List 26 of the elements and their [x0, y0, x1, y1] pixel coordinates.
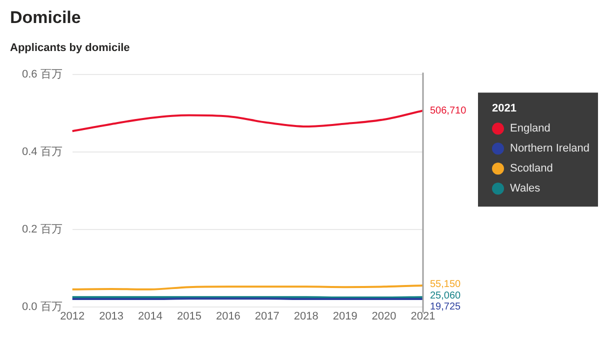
legend-title: 2021 [492, 102, 516, 115]
x-tick-label: 2020 [372, 310, 396, 322]
x-tick-label: 2021 [410, 310, 436, 322]
x-tick-label: 2019 [332, 310, 358, 322]
chart-title: Domicile [10, 8, 82, 28]
annotation: 19,725 [430, 302, 462, 313]
legend-label: Northern Ireland [510, 142, 590, 155]
chart-subtitle: Applicants by domicile [10, 42, 131, 54]
annotation: 506,710 [430, 105, 467, 116]
line-series [71, 110, 424, 132]
x-tick-label: 2014 [138, 310, 163, 322]
x-tick-label: 2018 [294, 310, 318, 322]
x-tick-label: 2013 [99, 310, 124, 322]
y-tick-label: 0.6 百万 [22, 68, 62, 81]
y-tick-label: 0.4 百万 [22, 146, 62, 158]
legend-label: Wales [510, 182, 541, 195]
x-tick-label: 2015 [176, 310, 202, 322]
legend-label: England [510, 122, 550, 135]
annotation: 55,150 [430, 278, 462, 290]
annotation: 25,060 [430, 290, 462, 302]
x-tick-label: 2016 [216, 310, 240, 322]
y-tick-label: 0.2 百万 [22, 223, 62, 236]
legend-label: Scotland [510, 162, 553, 175]
x-tick-label: 2017 [254, 310, 280, 322]
x-tick-label: 2012 [60, 310, 85, 322]
y-tick-label: 0.0 百万 [22, 300, 62, 313]
